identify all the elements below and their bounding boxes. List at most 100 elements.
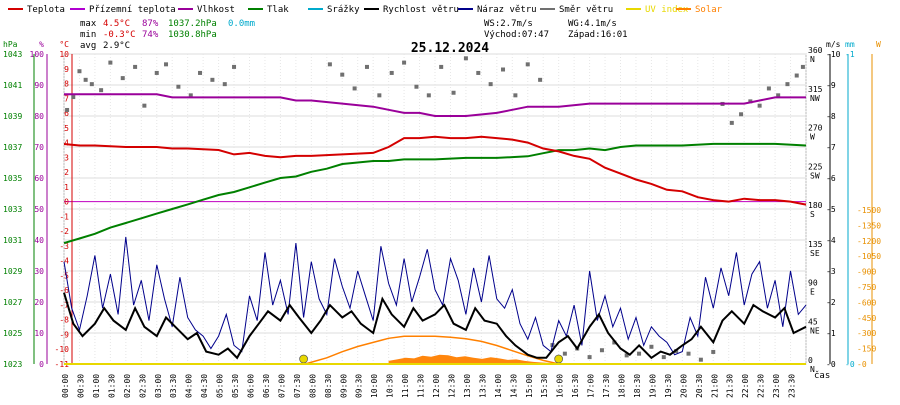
x-tick-24: 12:00 <box>432 374 441 398</box>
x-tick-12: 06:00 <box>247 374 256 398</box>
x-tick-31: 15:30 <box>540 374 549 398</box>
y-tick-dir-3: 135 <box>808 240 823 249</box>
point-wind-direction <box>142 103 147 108</box>
point-wind-direction <box>426 93 431 98</box>
point-wind-direction <box>463 56 468 61</box>
y-unit-pct: % <box>39 40 44 49</box>
point-wind-direction <box>501 67 506 72</box>
series-layer <box>63 56 807 365</box>
y-tick-ms-2: -2 <box>826 298 836 307</box>
y-tick-hpa-3: 1029 <box>3 267 22 276</box>
stat-max-press: 1037.2hPa <box>168 19 217 29</box>
legend-label-9: Solar <box>695 5 723 15</box>
point-wind-direction <box>451 90 456 95</box>
legend-label-1: Přízemní teplota <box>89 5 176 15</box>
point-wind-direction <box>222 82 227 87</box>
y-axes: 1023102510271029103110331035103710391041… <box>3 40 881 374</box>
stat-wg: WG:4.1m/s <box>568 19 617 29</box>
y-tick-dir-label-3: SE <box>810 249 820 258</box>
y-tick-degc-0: -11 <box>55 360 70 369</box>
series-wind-gust <box>63 236 807 356</box>
x-tick-23: 11:30 <box>417 374 426 398</box>
x-tick-28: 14:00 <box>494 374 503 398</box>
y-tick-w-10: -1500 <box>857 206 881 215</box>
y-tick-pct-9: 90 <box>34 81 44 90</box>
x-tick-11: 05:30 <box>231 374 240 398</box>
point-wind-direction <box>612 340 617 345</box>
x-tick-19: 09:30 <box>355 374 364 398</box>
y-unit-w: W <box>876 40 881 49</box>
stat-min-temp: -0.3°C <box>103 30 136 40</box>
y-tick-mm-1: -1 <box>845 50 855 59</box>
point-wind-direction <box>739 112 744 117</box>
y-tick-dir-8: 360 <box>808 46 823 55</box>
point-wind-direction <box>476 70 481 75</box>
x-tick-36: 18:00 <box>618 374 627 398</box>
y-tick-ms-6: -6 <box>826 174 836 183</box>
sunset-marker <box>554 354 564 364</box>
series-temperature <box>63 135 807 206</box>
y-tick-ms-5: -5 <box>826 205 836 214</box>
point-wind-direction <box>637 351 642 356</box>
x-tick-7: 03:30 <box>169 374 178 398</box>
stat-ws: WS:2.7m/s <box>484 19 533 29</box>
solar-measured-area <box>388 354 559 364</box>
x-tick-13: 06:30 <box>262 374 271 398</box>
stat-max-hum: 87% <box>142 19 159 29</box>
y-tick-w-1: -150 <box>857 345 876 354</box>
x-tick-1: 00:30 <box>76 374 85 398</box>
series-humidity <box>64 93 806 117</box>
point-wind-direction <box>188 93 193 98</box>
y-tick-hpa-0: 1023 <box>3 360 22 369</box>
x-tick-38: 19:00 <box>648 374 657 398</box>
y-tick-degc-15: 4 <box>64 139 69 148</box>
point-wind-direction <box>766 86 771 91</box>
stat-max-temp: 4.5°C <box>103 19 130 29</box>
y-tick-ms-0: -0 <box>826 360 836 369</box>
y-tick-hpa-6: 1035 <box>3 174 22 183</box>
y-tick-dir-2: 90 <box>808 279 818 288</box>
point-wind-direction <box>525 62 530 67</box>
y-tick-degc-2: -9 <box>59 330 69 339</box>
y-tick-degc-6: -5 <box>59 271 69 280</box>
point-wind-direction <box>562 351 567 356</box>
y-tick-hpa-1: 1025 <box>3 329 22 338</box>
legend-label-3: Tlak <box>267 5 289 15</box>
legend-label-5: Rychlost větru <box>383 5 459 15</box>
stat-sunrise: Východ:07:47 <box>484 30 549 40</box>
point-wind-direction <box>698 357 703 362</box>
stat-avg-label: avg <box>80 41 96 51</box>
y-tick-dir-label-7: NW <box>810 94 820 103</box>
y-tick-degc-9: -2 <box>59 227 69 236</box>
y-tick-dir-1: 45 <box>808 317 818 326</box>
point-wind-direction <box>99 88 104 93</box>
point-wind-direction <box>800 64 805 69</box>
point-wind-direction <box>649 344 654 349</box>
x-tick-10: 05:00 <box>216 374 225 398</box>
y-tick-w-3: -450 <box>857 314 876 323</box>
legend-label-2: Vlhkost <box>197 5 235 15</box>
y-tick-dir-label-0: N <box>810 365 815 374</box>
y-tick-degc-14: 3 <box>64 153 69 162</box>
point-wind-direction <box>89 82 94 87</box>
point-wind-direction <box>77 69 82 74</box>
y-tick-pct-6: 60 <box>34 174 44 183</box>
y-tick-hpa-5: 1033 <box>3 205 22 214</box>
point-wind-direction <box>120 76 125 81</box>
x-axis: 00:00 00:30 01:00 01:30 02:00 02:30 03:00 03:30… <box>61 374 797 398</box>
x-tick-26: 13:00 <box>463 374 472 398</box>
x-tick-22: 11:00 <box>401 374 410 398</box>
point-wind-direction <box>71 95 76 100</box>
legend-label-0: Teplota <box>27 5 65 15</box>
y-tick-degc-18: 7 <box>64 94 69 103</box>
point-wind-direction <box>364 64 369 69</box>
y-tick-degc-20: 9 <box>64 65 69 74</box>
y-tick-dir-label-8: N <box>810 55 815 64</box>
y-tick-w-8: -1200 <box>857 237 881 246</box>
point-wind-direction <box>108 60 113 65</box>
y-tick-degc-12: 1 <box>64 183 69 192</box>
legend-label-7: Směr větru <box>559 5 613 15</box>
y-tick-ms-9: -9 <box>826 81 836 90</box>
stat-max-label: max <box>80 19 97 29</box>
